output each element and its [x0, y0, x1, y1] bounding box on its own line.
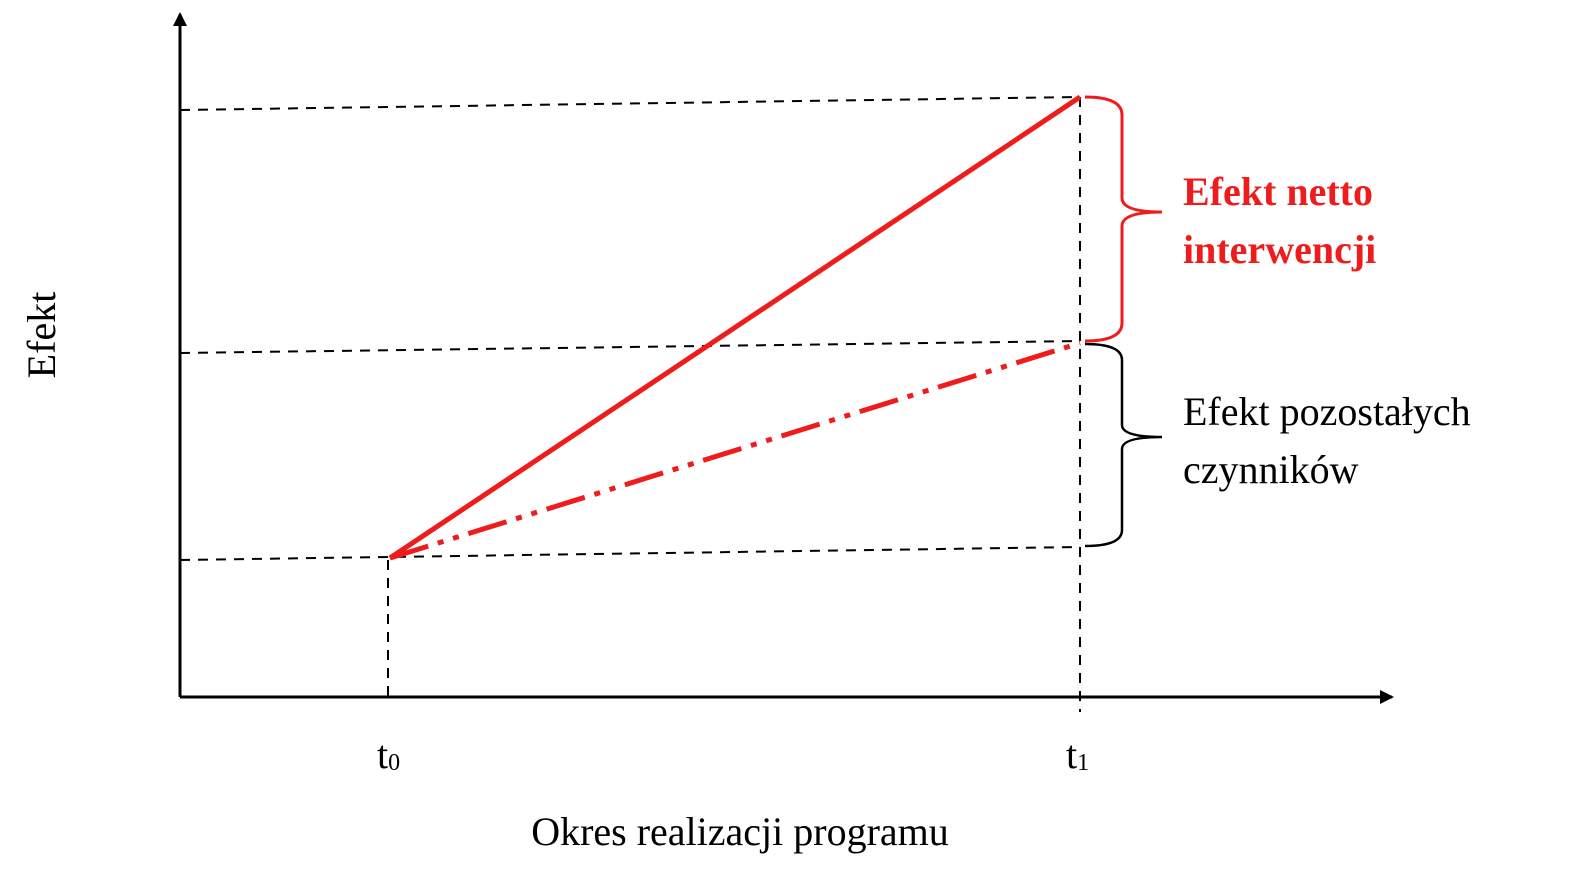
- annotation-line: Efekt pozostałych: [1183, 389, 1471, 434]
- time-sub: 0: [388, 750, 400, 776]
- guide-line: [179, 340, 1081, 354]
- annotation-line: interwencji: [1183, 227, 1376, 272]
- intervention-line: [388, 94, 1082, 561]
- time-label: t1: [1066, 732, 1089, 777]
- guide-line: [179, 546, 1081, 561]
- time-sub: 1: [1077, 750, 1089, 776]
- time-base: t: [377, 732, 388, 777]
- brace: [1084, 342, 1163, 548]
- counterfactual-line: [389, 340, 1081, 561]
- x-axis-label: Okres realizacji programu: [531, 809, 949, 854]
- time-base: t: [1066, 732, 1077, 777]
- time-label: t0: [377, 732, 400, 777]
- annotation-line: Efekt netto: [1183, 169, 1373, 214]
- guide-lines: [179, 96, 1081, 712]
- annotation-line: czynników: [1183, 447, 1359, 492]
- y-axis-label: Efekt: [19, 292, 64, 379]
- guide-line: [179, 96, 1081, 111]
- brace: [1084, 95, 1163, 343]
